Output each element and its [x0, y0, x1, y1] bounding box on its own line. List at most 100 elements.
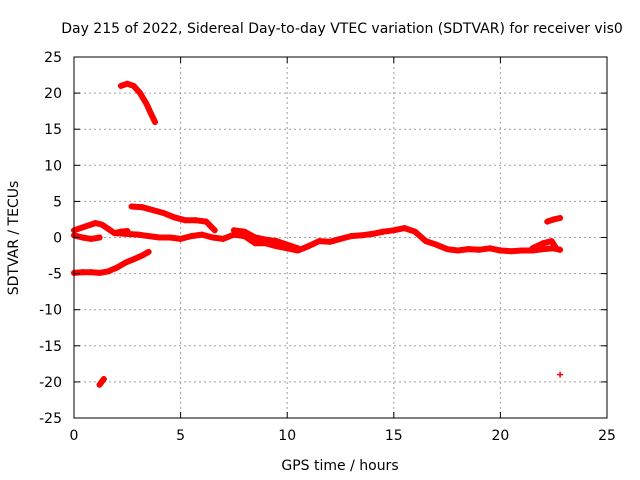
- data-point: [557, 215, 564, 222]
- data-point: [230, 227, 237, 234]
- y-tick-label: -20: [39, 375, 62, 391]
- data-point: [192, 217, 199, 224]
- data-point: [92, 220, 99, 227]
- data-point: [540, 240, 547, 247]
- data-point: [149, 207, 156, 214]
- data-point: [557, 371, 564, 378]
- x-tick-label: 15: [385, 428, 403, 444]
- data-point: [262, 236, 269, 243]
- data-point: [284, 241, 291, 248]
- data-point: [88, 235, 95, 242]
- y-tick-label: 25: [44, 50, 62, 66]
- data-point: [497, 247, 504, 254]
- data-point: [544, 218, 551, 225]
- data-points: [71, 80, 564, 388]
- data-point: [294, 245, 301, 252]
- data-point: [145, 248, 152, 255]
- data-point: [390, 227, 397, 234]
- data-point: [181, 217, 188, 224]
- data-arc-arc-high: [117, 80, 158, 125]
- data-point: [147, 110, 154, 117]
- data-point: [171, 214, 178, 221]
- data-point: [211, 227, 218, 234]
- data-point: [79, 269, 86, 276]
- axis-ticks: 0 5 10 15 20 25 -25 -20 -15 -10 -5 0 5 10 15 20 25: [39, 50, 616, 444]
- data-point: [252, 234, 259, 241]
- data-point: [550, 216, 557, 223]
- data-arc-arc-start-lower: [71, 232, 103, 242]
- data-point: [79, 234, 86, 241]
- data-point: [518, 247, 525, 254]
- chart-title: Day 215 of 2022, Sidereal Day-to-day VTE…: [61, 21, 623, 37]
- data-point: [305, 243, 312, 250]
- data-point: [454, 247, 461, 254]
- data-point: [160, 209, 167, 216]
- data-point: [548, 238, 555, 245]
- data-point: [508, 248, 515, 255]
- data-point: [88, 269, 95, 276]
- data-point: [177, 235, 184, 242]
- x-tick-label: 0: [70, 428, 79, 444]
- data-point: [401, 225, 408, 232]
- data-point: [337, 235, 344, 242]
- data-point: [220, 235, 227, 242]
- data-point: [130, 82, 137, 89]
- y-tick-label: -5: [48, 267, 62, 283]
- data-point: [124, 80, 131, 87]
- data-point: [444, 246, 451, 253]
- data-point: [96, 269, 103, 276]
- y-tick-label: 10: [44, 158, 62, 174]
- data-point: [105, 225, 112, 232]
- data-point: [326, 238, 333, 245]
- y-axis-label: SDTVAR / TECUs: [6, 181, 22, 296]
- data-point: [273, 238, 280, 245]
- data-point: [552, 244, 559, 251]
- data-point: [198, 231, 205, 238]
- y-tick-label: -15: [39, 339, 62, 355]
- data-point: [113, 230, 120, 237]
- data-point: [96, 234, 103, 241]
- data-point: [113, 264, 120, 271]
- data-point: [100, 376, 107, 383]
- data-point: [98, 221, 105, 228]
- x-tick-label: 25: [598, 428, 616, 444]
- data-point: [348, 233, 355, 240]
- data-point: [433, 241, 440, 248]
- y-tick-label: 5: [53, 194, 62, 210]
- data-point: [139, 252, 146, 259]
- data-point: [166, 234, 173, 241]
- data-point: [137, 90, 144, 97]
- data-point: [134, 231, 141, 238]
- data-arc-arc-upper: [128, 203, 218, 234]
- data-point: [422, 238, 429, 245]
- x-tick-label: 20: [491, 428, 509, 444]
- data-point: [465, 246, 472, 253]
- data-point: [105, 268, 112, 275]
- data-arc-arc-low: [71, 248, 152, 276]
- data-point: [143, 100, 150, 107]
- data-point: [81, 223, 88, 230]
- data-point: [316, 238, 323, 245]
- x-axis-label: GPS time / hours: [281, 458, 398, 474]
- data-point: [152, 118, 159, 125]
- y-tick-label: 20: [44, 86, 62, 102]
- data-point: [203, 218, 210, 225]
- y-tick-label: -25: [39, 411, 62, 427]
- data-point: [412, 228, 419, 235]
- data-point: [117, 82, 124, 89]
- y-tick-label: -10: [39, 303, 62, 319]
- data-point: [380, 228, 387, 235]
- x-tick-label: 10: [278, 428, 296, 444]
- data-point: [209, 234, 216, 241]
- data-point: [130, 256, 137, 263]
- data-point: [358, 232, 365, 239]
- data-point: [529, 245, 536, 252]
- data-point: [252, 240, 259, 247]
- y-tick-label: 0: [53, 231, 62, 247]
- data-point: [122, 259, 129, 266]
- data-point: [188, 233, 195, 240]
- data-point: [241, 228, 248, 235]
- data-point: [486, 245, 493, 252]
- data-point: [557, 246, 564, 253]
